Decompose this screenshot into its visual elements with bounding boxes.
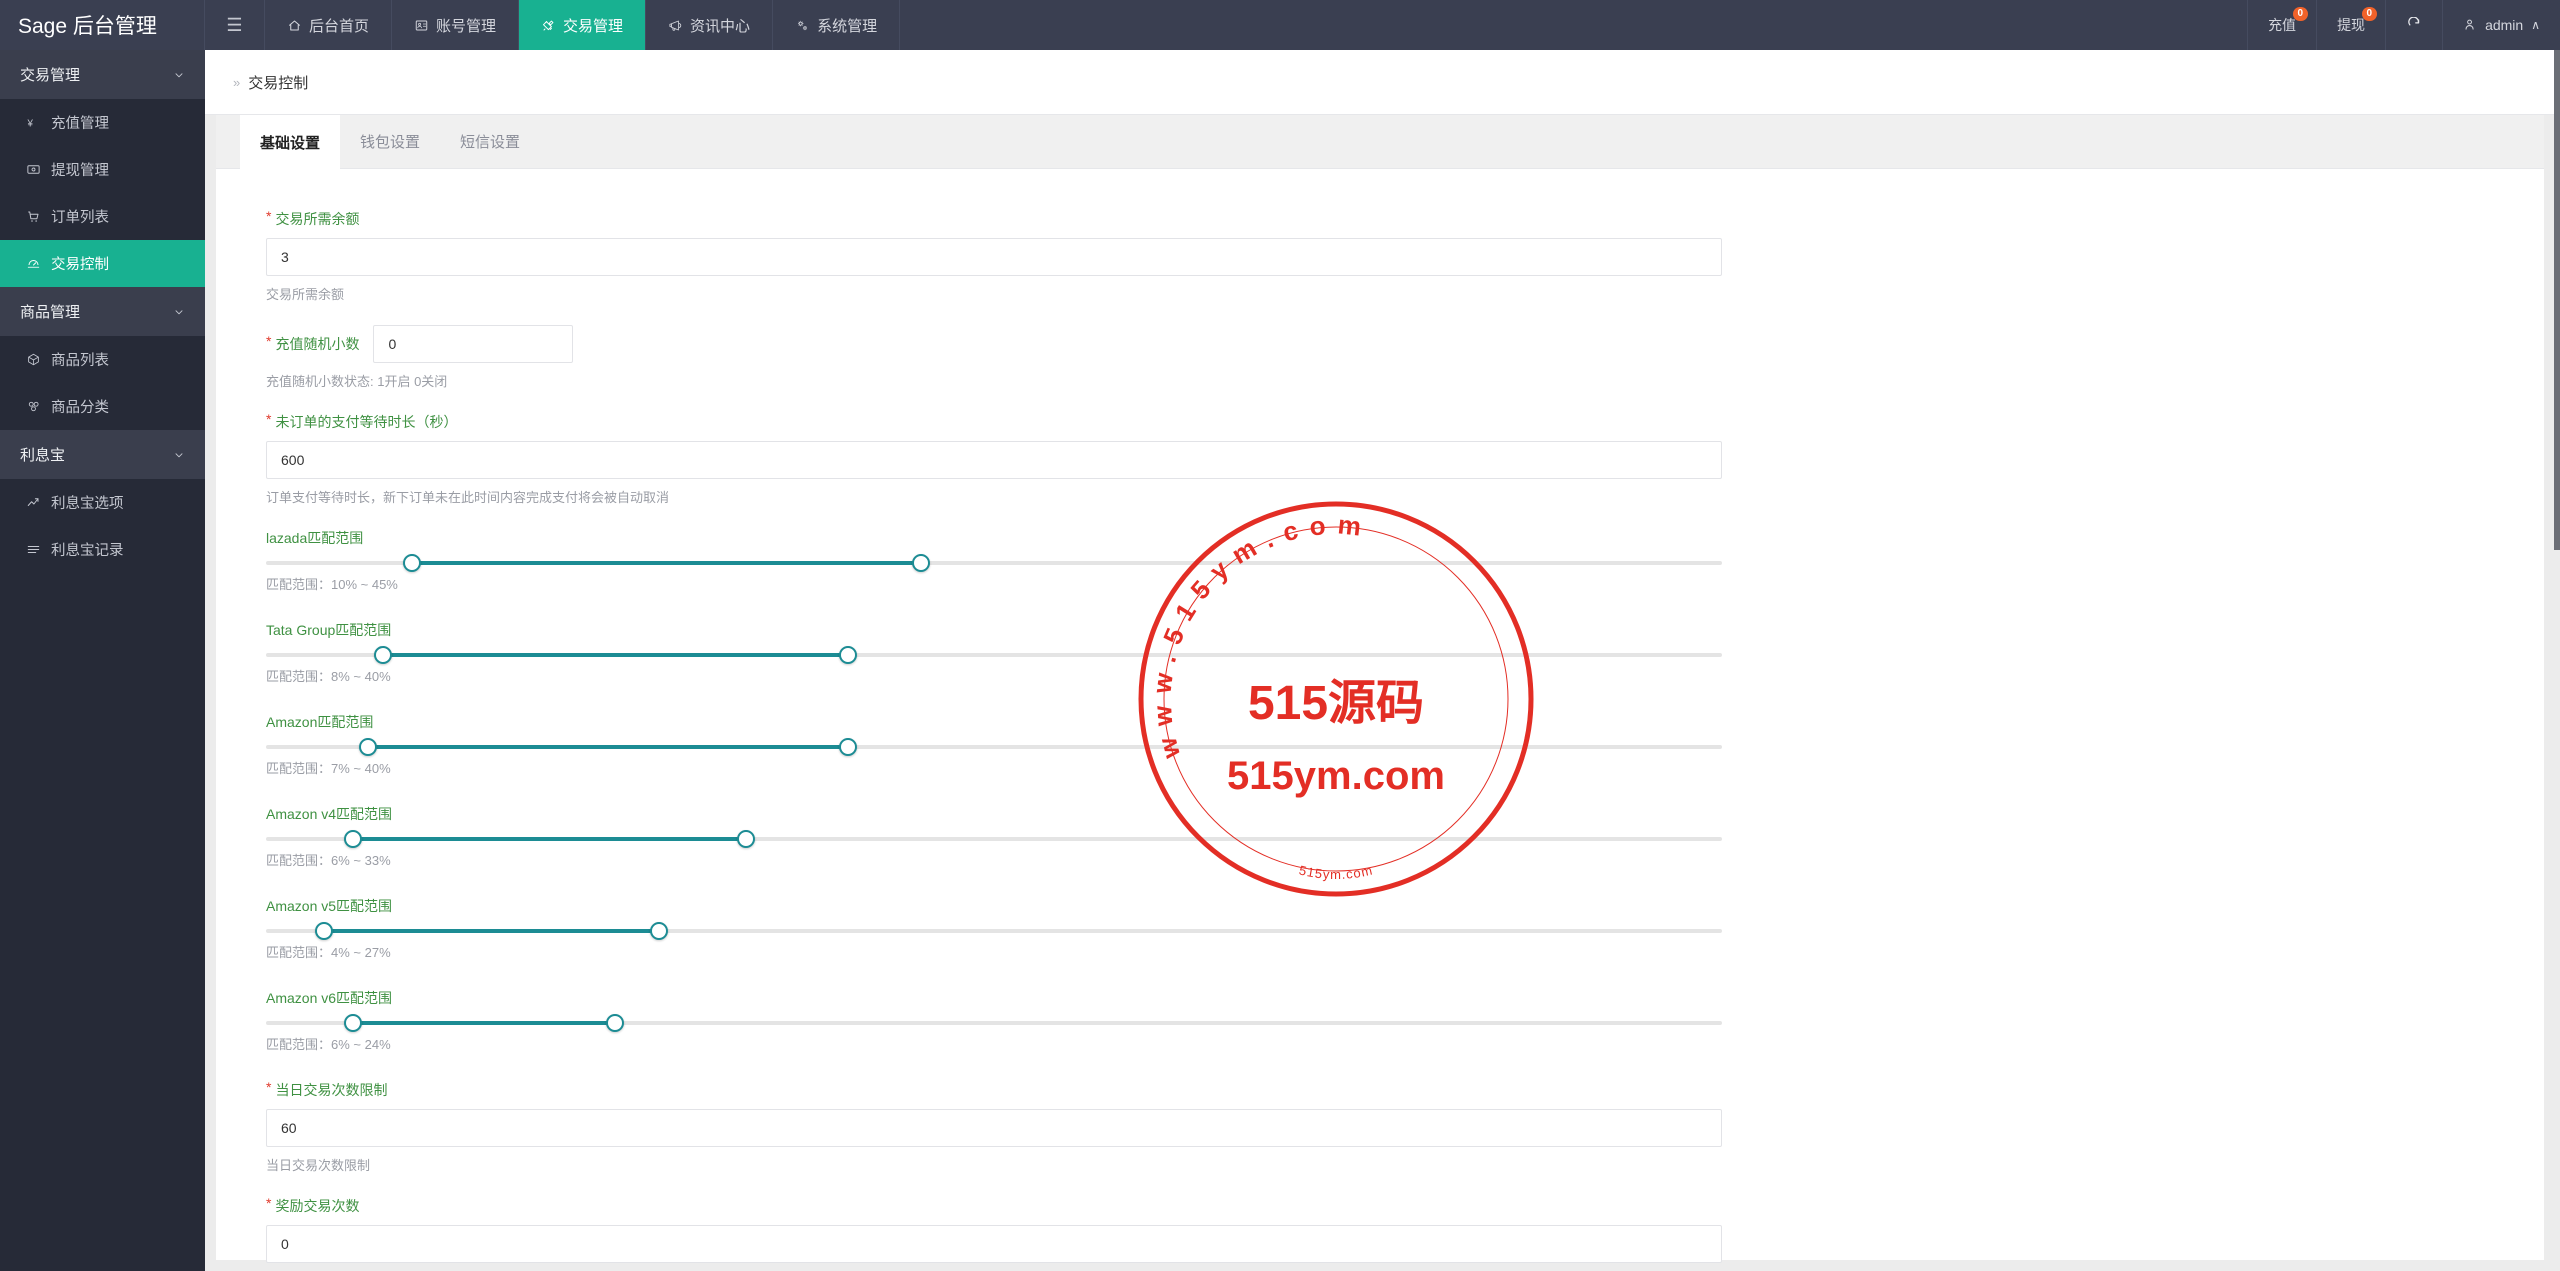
- svg-text:515ym.com: 515ym.com: [1298, 862, 1375, 882]
- svg-text:515源码: 515源码: [1248, 677, 1424, 730]
- svg-text:515ym.com: 515ym.com: [1227, 754, 1445, 798]
- svg-text:¥: ¥: [27, 118, 34, 129]
